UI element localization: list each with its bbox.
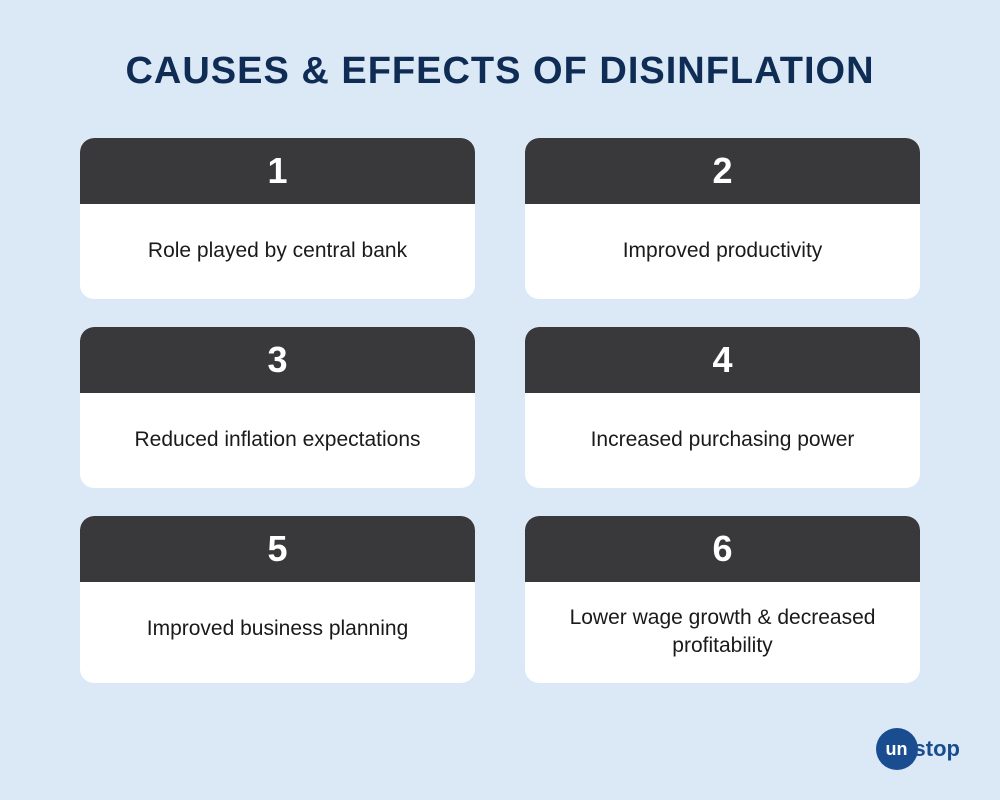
card-number: 2 <box>525 138 920 204</box>
card-number: 4 <box>525 327 920 393</box>
card-text: Improved business planning <box>147 615 409 643</box>
card-text: Improved productivity <box>623 237 823 265</box>
card-body: Increased purchasing power <box>525 393 920 488</box>
card-3: 3 Reduced inflation expectations <box>80 327 475 488</box>
card-text: Reduced inflation expectations <box>134 426 420 454</box>
card-5: 5 Improved business planning <box>80 516 475 683</box>
card-body: Reduced inflation expectations <box>80 393 475 488</box>
logo-circle: un <box>876 728 918 770</box>
cards-grid: 1 Role played by central bank 2 Improved… <box>60 138 940 683</box>
card-number: 1 <box>80 138 475 204</box>
card-body: Improved productivity <box>525 204 920 299</box>
card-2: 2 Improved productivity <box>525 138 920 299</box>
card-text: Lower wage growth & decreased profitabil… <box>555 604 890 661</box>
card-6: 6 Lower wage growth & decreased profitab… <box>525 516 920 683</box>
card-4: 4 Increased purchasing power <box>525 327 920 488</box>
brand-logo: un stop <box>876 728 960 770</box>
card-text: Increased purchasing power <box>591 426 855 454</box>
card-text: Role played by central bank <box>148 237 407 265</box>
card-1: 1 Role played by central bank <box>80 138 475 299</box>
card-number: 5 <box>80 516 475 582</box>
card-number: 6 <box>525 516 920 582</box>
card-number: 3 <box>80 327 475 393</box>
card-body: Improved business planning <box>80 582 475 677</box>
logo-text: stop <box>914 736 960 762</box>
card-body: Role played by central bank <box>80 204 475 299</box>
card-body: Lower wage growth & decreased profitabil… <box>525 582 920 683</box>
page-title: CAUSES & EFFECTS OF DISINFLATION <box>60 50 940 93</box>
